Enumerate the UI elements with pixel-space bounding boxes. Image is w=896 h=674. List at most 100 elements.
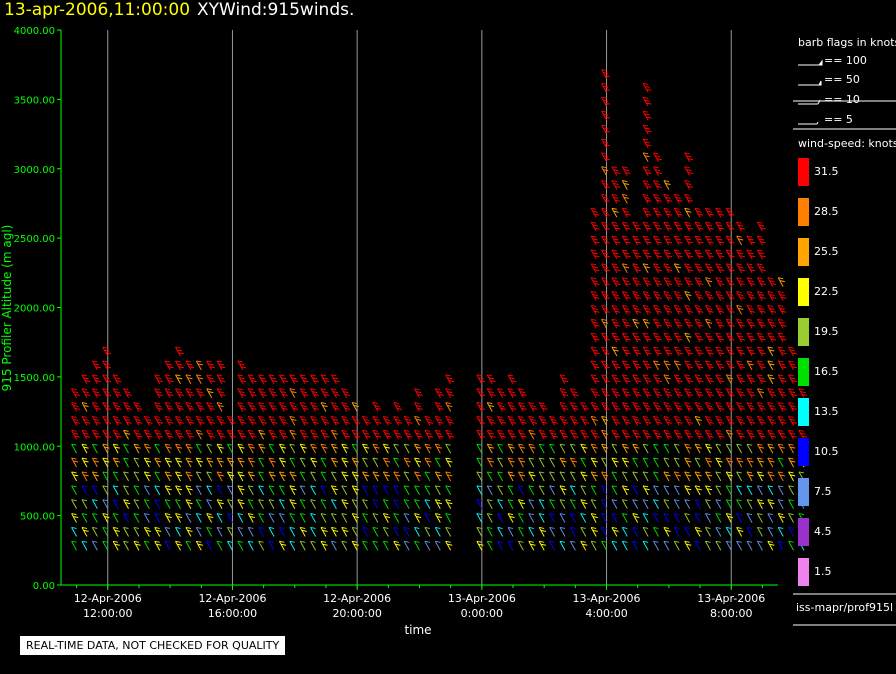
wind-barb xyxy=(341,415,351,426)
wind-barb xyxy=(663,485,670,496)
wind-barb xyxy=(788,540,795,551)
wind-barb xyxy=(538,485,545,496)
wind-barb xyxy=(705,429,714,440)
speed-swatch xyxy=(798,398,809,426)
x-axis-ticks: 12-Apr-2006 12:00:00 12-Apr-2006 16:00:00 12… xyxy=(74,585,765,620)
wind-barb xyxy=(195,457,203,468)
wind-barb xyxy=(653,152,662,163)
wind-barb xyxy=(185,499,193,509)
wind-barb xyxy=(278,485,285,496)
wind-barb xyxy=(725,235,735,246)
wind-barb xyxy=(632,249,642,260)
wind-barb xyxy=(715,304,725,315)
wind-barb xyxy=(756,235,766,246)
wind-barb xyxy=(237,374,247,385)
wind-barb xyxy=(621,263,630,274)
wind-barb xyxy=(621,429,631,440)
wind-barb xyxy=(278,388,288,398)
wind-barb xyxy=(123,457,129,468)
wind-barb xyxy=(663,346,673,357)
wind-barb xyxy=(653,388,662,398)
wind-barb xyxy=(434,526,441,537)
wind-barb xyxy=(538,471,545,482)
wind-barb xyxy=(736,429,745,440)
wind-barb xyxy=(621,443,630,454)
wind-barb xyxy=(663,513,670,523)
wind-barb xyxy=(621,346,631,357)
wind-barb xyxy=(590,457,598,468)
wind-barb xyxy=(237,360,247,371)
wind-barb xyxy=(268,540,275,551)
wind-barb xyxy=(414,513,422,523)
wind-barb xyxy=(653,221,662,232)
wind-barb xyxy=(123,540,129,551)
wind-barb xyxy=(154,471,161,482)
wind-barb xyxy=(549,457,556,468)
wind-barb xyxy=(580,485,587,496)
wind-barb xyxy=(705,457,713,468)
wind-barb xyxy=(559,429,569,440)
wind-barb xyxy=(476,443,483,454)
wind-barb xyxy=(507,415,517,426)
wind-barb xyxy=(663,415,673,426)
wind-barb xyxy=(663,277,673,287)
wind-barb xyxy=(71,471,79,482)
wind-barb xyxy=(715,374,725,385)
wind-barb xyxy=(590,235,600,246)
wind-barb xyxy=(611,193,621,204)
wind-barb xyxy=(310,540,317,551)
wind-barb xyxy=(736,235,744,246)
wind-barb xyxy=(715,526,722,537)
wind-barb xyxy=(81,499,88,509)
wind-barb xyxy=(632,388,642,398)
wind-barb xyxy=(705,513,711,523)
wind-barb xyxy=(767,485,774,496)
wind-barb xyxy=(611,263,621,274)
wind-barb xyxy=(705,207,714,218)
wind-barb xyxy=(362,429,371,440)
wind-barb xyxy=(590,318,600,329)
wind-barb xyxy=(476,402,486,412)
wind-barb xyxy=(289,388,297,398)
wind-barb xyxy=(538,429,548,440)
wind-barb xyxy=(206,360,215,371)
wind-barb xyxy=(705,277,713,287)
wind-barb xyxy=(445,471,453,482)
wind-barb xyxy=(278,402,288,412)
wind-barb xyxy=(123,388,132,398)
wind-barb xyxy=(756,526,763,537)
wind-barb xyxy=(507,374,517,385)
y-tick-label: 2500.00 xyxy=(14,234,55,245)
wind-barb xyxy=(268,471,276,482)
speed-bin-label: 28.5 xyxy=(814,205,839,218)
speed-swatch xyxy=(798,278,809,306)
wind-barb xyxy=(268,415,278,426)
wind-barb xyxy=(611,249,621,260)
barb-flag-5-label: == 5 xyxy=(824,113,853,126)
wind-barb xyxy=(434,485,441,496)
wind-barb xyxy=(580,471,588,482)
wind-barb xyxy=(112,374,122,385)
wind-barb xyxy=(341,402,351,412)
wind-barb xyxy=(175,415,184,426)
wind-barb xyxy=(372,499,379,509)
wind-barb xyxy=(684,540,692,551)
wind-barb xyxy=(756,485,763,496)
wind-barb xyxy=(185,485,193,496)
wind-barb xyxy=(632,499,639,509)
wind-barb xyxy=(767,443,775,454)
wind-barb xyxy=(206,388,214,398)
wind-barb xyxy=(673,235,683,246)
wind-barb xyxy=(725,221,735,232)
wind-barb xyxy=(528,526,535,537)
wind-barb xyxy=(341,443,349,454)
speed-swatch xyxy=(798,518,809,546)
wind-barb xyxy=(777,291,787,301)
wind-barb xyxy=(559,499,566,509)
wind-barb xyxy=(767,318,777,329)
wind-barb xyxy=(601,304,610,315)
wind-barb xyxy=(393,471,401,482)
wind-barb xyxy=(330,526,339,537)
wind-barb xyxy=(767,513,774,523)
wind-barb xyxy=(227,526,233,537)
